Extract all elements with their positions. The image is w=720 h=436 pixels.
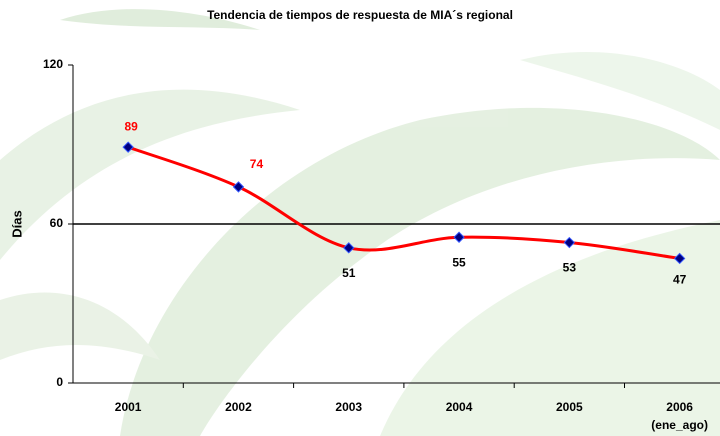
background-leaves [0, 9, 720, 436]
x-tick-label: 2003 [335, 400, 363, 414]
data-label: 89 [124, 119, 138, 133]
x-tick-label: 2006 (ene_ago) [651, 400, 708, 432]
y-axis-label: Días [9, 210, 24, 237]
y-tick-label: 120 [43, 57, 63, 71]
x-tick-label: 2002 [225, 400, 252, 414]
marker [673, 252, 686, 265]
data-label: 47 [673, 273, 687, 287]
marker [563, 236, 576, 249]
data-label: 74 [250, 157, 264, 171]
marker [453, 231, 465, 243]
x-tick-label: 2001 [114, 400, 142, 414]
x-tick-label: 2004 [445, 400, 473, 414]
data-label: 51 [342, 266, 356, 280]
marker [122, 141, 134, 153]
data-label: 55 [452, 255, 466, 269]
marker [232, 181, 245, 193]
chart-title: Tendencia de tiempos de respuesta de MIA… [207, 8, 513, 22]
x-tick-label: 2005 [555, 400, 583, 414]
y-tick-label: 0 [56, 375, 63, 389]
data-label: 53 [563, 261, 577, 275]
marker [343, 242, 355, 254]
line [127, 145, 680, 260]
y-tick-label: 60 [50, 216, 64, 230]
